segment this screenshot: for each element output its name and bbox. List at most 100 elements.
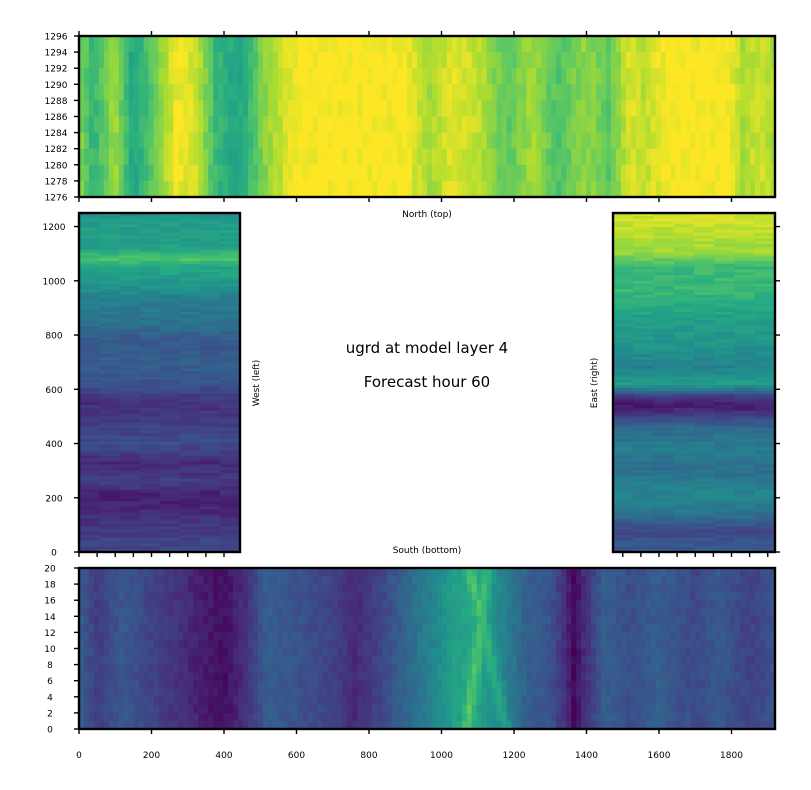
heatmap-cell [119,314,140,319]
heatmap-cell [714,359,736,364]
heatmap-cell [327,68,334,85]
heatmap-cell [633,374,655,378]
heatmap-cell [208,672,214,682]
heatmap-cell [516,116,523,134]
heatmap-cell [673,523,695,528]
heatmap-cell [307,664,314,674]
heatmap-cell [700,68,706,85]
heatmap-cell [633,461,655,466]
heatmap-cell [88,672,95,682]
heatmap-cell [253,680,259,690]
heatmap-cell [431,100,438,118]
heatmap-cell [546,132,552,150]
heatmap-cell [179,393,201,398]
heatmap-cell [362,696,368,706]
heatmap-cell [257,52,264,69]
heatmap-cell [199,537,221,542]
heatmap-cell [199,337,221,341]
heatmap-cell [613,229,634,234]
heatmap-cell [402,616,408,625]
heatmap-cell [392,576,398,585]
heatmap-cell [745,36,751,53]
heatmap-cell [99,314,120,319]
heatmap-cell [613,532,634,536]
heatmap-cell [750,132,756,150]
heatmap-cell [257,180,264,197]
heatmap-cell [372,656,378,666]
heatmap-cell [754,289,775,293]
heatmap-cell [685,84,692,101]
heatmap-cell [213,568,219,577]
heatmap-cell [219,506,240,511]
heatmap-cell [113,116,120,134]
heatmap-cell [108,100,115,118]
heatmap-cell [332,600,339,609]
heatmap-cell [427,720,433,729]
heatmap-cell [238,712,244,722]
heatmap-cell [79,584,85,593]
heatmap-cell [223,720,229,729]
heatmap-cell [501,116,508,134]
heatmap-cell [653,359,675,364]
heatmap-cell [153,600,160,609]
heatmap-cell [178,648,184,658]
heatmap-cell [633,246,655,251]
heatmap-cell [307,600,314,609]
heatmap-cell [526,36,532,53]
heatmap-cell [720,84,726,101]
heatmap-cell [441,720,448,729]
heatmap-cell [615,116,622,134]
heatmap-cell [83,52,90,69]
heatmap-cell [262,84,269,101]
heatmap-cell [113,148,120,166]
heatmap-cell [734,390,756,395]
heatmap-cell [223,704,229,714]
heatmap-cell [219,379,240,384]
heatmap-cell [770,132,775,150]
heatmap-cell [179,390,201,395]
heatmap-cell [159,218,181,223]
heatmap-cell [352,656,358,666]
heatmap-cell [287,720,294,729]
heatmap-cell [133,720,140,729]
heatmap-cell [179,345,201,350]
heatmap-cell [119,478,140,482]
heatmap-cell [347,616,354,625]
heatmap-cell [754,362,775,367]
heatmap-cell [128,648,135,658]
heatmap-cell [113,624,120,633]
heatmap-cell [456,132,463,150]
heatmap-cell [159,277,181,282]
heatmap-cell [673,297,695,302]
heatmap-cell [173,568,180,577]
heatmap-cell [128,664,135,674]
heatmap-cell [392,180,398,197]
heatmap-cell [312,680,319,690]
heatmap-cell [178,664,184,674]
heatmap-cell [725,132,731,150]
heatmap-cell [675,84,682,101]
heatmap-cell [139,309,161,313]
heatmap-cell [734,399,756,403]
heatmap-cell [183,600,189,609]
heatmap-cell [714,447,736,451]
heatmap-cell [159,348,181,353]
heatmap-cell [690,52,697,69]
heatmap-cell [653,390,675,395]
heatmap-cell [213,148,219,166]
heatmap-cell [179,235,201,240]
heatmap-cell [673,546,695,550]
heatmap-cell [159,413,181,418]
heatmap-cell [357,180,363,197]
heatmap-cell [179,221,201,225]
heatmap-cell [486,616,493,625]
heatmap-cell [238,640,244,650]
heatmap-cell [586,116,592,134]
heatmap-cell [446,712,453,722]
heatmap-cell [173,640,180,650]
heatmap-cell [720,116,726,134]
heatmap-cell [203,608,209,617]
heatmap-cell [352,180,358,197]
heatmap-cell [601,36,607,53]
heatmap-cell [613,317,634,321]
